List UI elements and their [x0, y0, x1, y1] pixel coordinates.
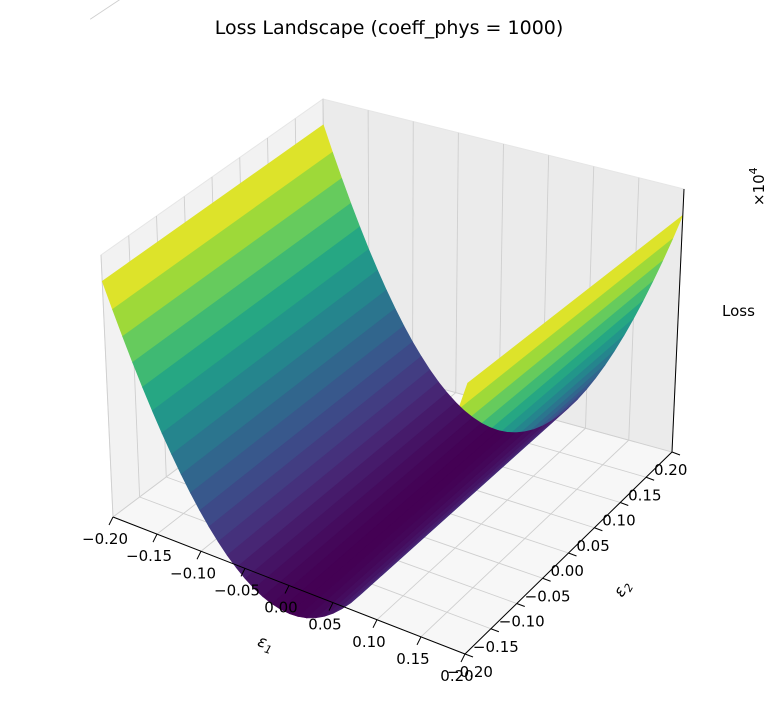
x-tick — [416, 636, 422, 646]
y-tick-label: 0.00 — [551, 562, 584, 580]
surface-strip — [306, 431, 526, 619]
y-tick-label: 0.20 — [654, 461, 687, 479]
x-axis-label: ε1 — [254, 631, 276, 657]
x-tick-label: −0.10 — [170, 564, 216, 582]
tick-labels: −0.20−0.15−0.10−0.050.000.050.100.150.20… — [82, 461, 687, 685]
y-tick — [594, 527, 603, 532]
grid-line-y-left — [100, 254, 114, 518]
y-tick — [542, 577, 551, 582]
y-tick — [516, 603, 525, 607]
tick-marks — [108, 451, 681, 663]
x-tick — [240, 568, 246, 577]
x-tick-label: −0.05 — [214, 581, 260, 599]
y-tick-label: −0.20 — [447, 663, 493, 681]
x-tick-label: 0.10 — [352, 633, 385, 651]
x-tick-label: 0.15 — [396, 650, 429, 668]
x-tick — [108, 516, 114, 526]
y-tick — [490, 628, 500, 633]
y-tick — [568, 552, 577, 557]
y-tick — [671, 451, 681, 456]
z-axis-line — [671, 188, 685, 453]
y-tick — [464, 653, 474, 658]
grid-line-x-back — [455, 132, 459, 393]
grid-line-x-back — [412, 121, 414, 381]
z-axis-multiplier: ×104 — [747, 167, 768, 206]
x-tick — [372, 619, 378, 628]
y-tick-label: −0.05 — [525, 587, 571, 605]
x-tick-label: 0.20 — [440, 667, 473, 685]
y-axis-label: ε2 — [609, 577, 636, 602]
x-tick-label: −0.15 — [126, 547, 172, 565]
x-tick — [460, 653, 466, 663]
x-tick — [196, 551, 202, 560]
x-tick-label: 0.00 — [264, 599, 297, 617]
x-tick-label: −0.20 — [82, 530, 128, 548]
x-tick — [284, 585, 290, 594]
chart-title: Loss Landscape (coeff_phys = 1000) — [215, 17, 564, 39]
loss-surface — [101, 124, 684, 619]
y-tick-label: 0.15 — [628, 486, 661, 504]
y-tick-label: −0.15 — [473, 638, 519, 656]
y-tick — [620, 502, 629, 506]
y-tick-label: 0.05 — [576, 537, 609, 555]
y-tick — [645, 476, 655, 481]
y-tick-label: −0.10 — [499, 613, 545, 631]
x-tick — [328, 602, 334, 611]
z-axis-label: Loss — [722, 302, 755, 320]
x-tick — [152, 533, 158, 543]
x-tick-label: 0.05 — [308, 616, 341, 634]
y-tick-label: 0.10 — [602, 512, 635, 530]
